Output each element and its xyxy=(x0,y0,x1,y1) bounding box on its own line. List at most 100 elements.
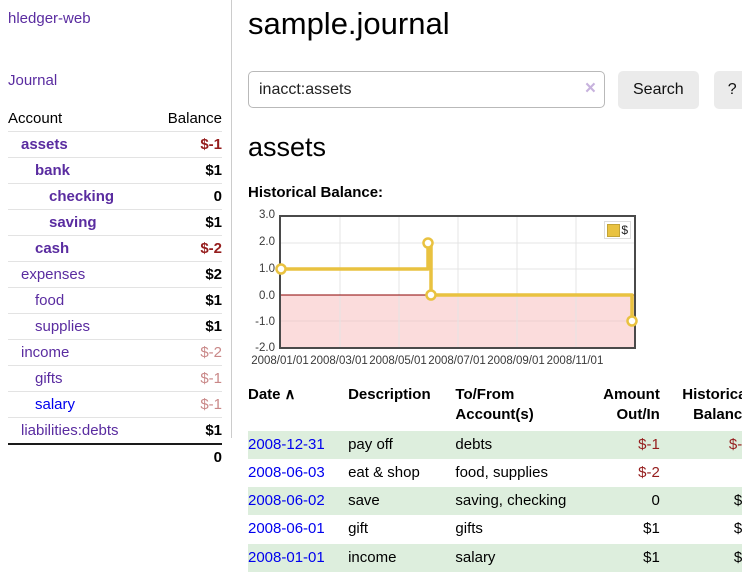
series-label: $ xyxy=(621,223,628,237)
transaction-accounts: gifts xyxy=(455,520,483,538)
transaction-amount: $1 xyxy=(643,520,660,538)
transaction-description: pay off xyxy=(348,435,393,453)
y-tick: 3.0 xyxy=(259,209,275,221)
transaction-accounts: food, supplies xyxy=(455,463,548,481)
main-content: sample.journal × Search ? assets Histori… xyxy=(232,0,742,572)
account-link-checking[interactable]: checking xyxy=(49,188,115,205)
account-link-saving[interactable]: saving xyxy=(49,214,97,231)
account-row: liabilities:debts $1 xyxy=(8,417,222,444)
account-link-liabilities-debts[interactable]: liabilities:debts xyxy=(21,422,119,439)
col-header-accounts: To/From Account(s) xyxy=(455,386,534,424)
transaction-date-link[interactable]: 2008-01-01 xyxy=(248,548,325,566)
account-balance: $-1 xyxy=(151,365,222,392)
transaction-row[interactable]: 2008-12-31 pay off debts $-1 $-1 xyxy=(248,430,742,459)
chart-canvas xyxy=(275,217,638,347)
transaction-description: income xyxy=(348,548,397,566)
account-balance: 0 xyxy=(151,183,222,210)
account-row: food $1 xyxy=(8,287,222,314)
y-tick: 1.0 xyxy=(259,263,275,275)
plot-area[interactable]: $ xyxy=(275,215,638,349)
transaction-date-link[interactable]: 2008-12-31 xyxy=(248,435,325,453)
transaction-balance: 0 xyxy=(662,459,742,487)
col-header-amount: Amount Out/In xyxy=(603,386,660,424)
col-header-date[interactable]: Date ∧ xyxy=(248,386,296,403)
accounts-col-account: Account xyxy=(8,110,63,127)
transaction-accounts: salary xyxy=(455,548,496,566)
account-balance: $1 xyxy=(151,157,222,184)
transaction-balance: $2 xyxy=(733,492,742,509)
account-row: cash $-2 xyxy=(8,235,222,262)
transaction-balance: $1 xyxy=(733,548,742,566)
account-link-assets[interactable]: assets xyxy=(21,136,68,153)
accounts-header-row: Account Balance xyxy=(8,106,222,132)
x-tick: 2008/03/01 xyxy=(310,355,368,367)
accounts-total-row: 0 xyxy=(8,443,222,470)
accounts-col-balance: Balance xyxy=(167,110,222,127)
account-balance: $1 xyxy=(151,209,222,236)
account-balance: $-2 xyxy=(151,235,222,262)
y-tick: 2.0 xyxy=(259,236,275,248)
clear-search-icon[interactable]: × xyxy=(584,78,596,99)
account-row: checking 0 xyxy=(8,183,222,210)
transaction-accounts: debts xyxy=(455,435,493,453)
transaction-balance: $-1 xyxy=(728,435,742,453)
x-tick: 2008/07/01 xyxy=(428,355,486,367)
account-row: income $-2 xyxy=(8,339,222,366)
account-row: gifts $-1 xyxy=(8,365,222,392)
transaction-row[interactable]: 2008-01-01 income salary $1 $1 xyxy=(248,543,742,572)
account-heading: assets xyxy=(248,132,327,162)
transaction-balance: $2 xyxy=(733,520,742,538)
transaction-date-link[interactable]: 2008-06-03 xyxy=(248,463,325,481)
account-link-gifts[interactable]: gifts xyxy=(35,370,63,387)
account-row: saving $1 xyxy=(8,209,222,236)
account-balance: $-1 xyxy=(151,131,222,158)
transaction-row[interactable]: 2008-06-01 gift gifts $1 $2 xyxy=(248,515,742,543)
search-button[interactable]: Search xyxy=(618,71,699,109)
x-tick: 2008/11/01 xyxy=(546,355,604,367)
register-table: Date ∧ Description To/From Account(s) Amo… xyxy=(248,382,742,572)
search-input[interactable] xyxy=(248,71,605,108)
account-balance: $2 xyxy=(151,261,222,288)
account-row: supplies $1 xyxy=(8,313,222,340)
transaction-amount: 0 xyxy=(651,492,660,509)
account-link-supplies[interactable]: supplies xyxy=(35,318,91,335)
account-row: bank $1 xyxy=(8,157,222,184)
series-swatch-icon xyxy=(607,223,621,237)
register-header-row: Date ∧ Description To/From Account(s) Amo… xyxy=(248,382,742,431)
chart-legend: $ xyxy=(604,221,631,239)
account-link-salary[interactable]: salary xyxy=(35,396,76,413)
x-tick: 2008/05/01 xyxy=(369,355,427,367)
x-tick: 2008/09/01 xyxy=(487,355,545,367)
account-link-expenses[interactable]: expenses xyxy=(21,266,86,283)
search-form: × Search ? xyxy=(248,71,742,109)
transaction-description: gift xyxy=(348,520,369,538)
chart-heading: Historical Balance: xyxy=(248,184,384,201)
sidebar-item-journal[interactable]: Journal xyxy=(8,72,58,89)
transaction-date-link[interactable]: 2008-06-02 xyxy=(248,492,325,509)
account-link-income[interactable]: income xyxy=(21,344,70,361)
brand-link[interactable]: hledger-web xyxy=(8,10,91,27)
account-link-cash[interactable]: cash xyxy=(35,240,70,257)
account-balance: $1 xyxy=(151,313,222,340)
x-tick: 2008/01/01 xyxy=(251,355,309,367)
transaction-date-link[interactable]: 2008-06-01 xyxy=(248,520,325,538)
account-link-bank[interactable]: bank xyxy=(35,162,71,179)
transaction-row[interactable]: 2008-06-03 eat & shop food, supplies $-2… xyxy=(248,459,742,487)
transaction-amount: $-1 xyxy=(638,435,660,453)
account-row: salary $-1 xyxy=(8,391,222,418)
account-balance: $1 xyxy=(151,287,222,314)
transaction-row[interactable]: 2008-06-02 save saving, checking 0 $2 xyxy=(248,487,742,516)
help-button[interactable]: ? xyxy=(713,71,742,109)
col-header-description: Description xyxy=(348,386,431,403)
account-row: assets $-1 xyxy=(8,131,222,158)
account-link-food[interactable]: food xyxy=(35,292,65,309)
sidebar: hledger-web Journal Account Balance asse… xyxy=(0,0,232,470)
transaction-amount: $-2 xyxy=(638,463,660,481)
page-title: sample.journal xyxy=(248,6,450,41)
y-tick: -1.0 xyxy=(255,316,275,328)
sort-asc-icon: ∧ xyxy=(284,386,296,403)
accounts-total-value: 0 xyxy=(151,443,222,470)
transaction-description: eat & shop xyxy=(348,463,420,481)
account-balance: $-2 xyxy=(151,339,222,366)
